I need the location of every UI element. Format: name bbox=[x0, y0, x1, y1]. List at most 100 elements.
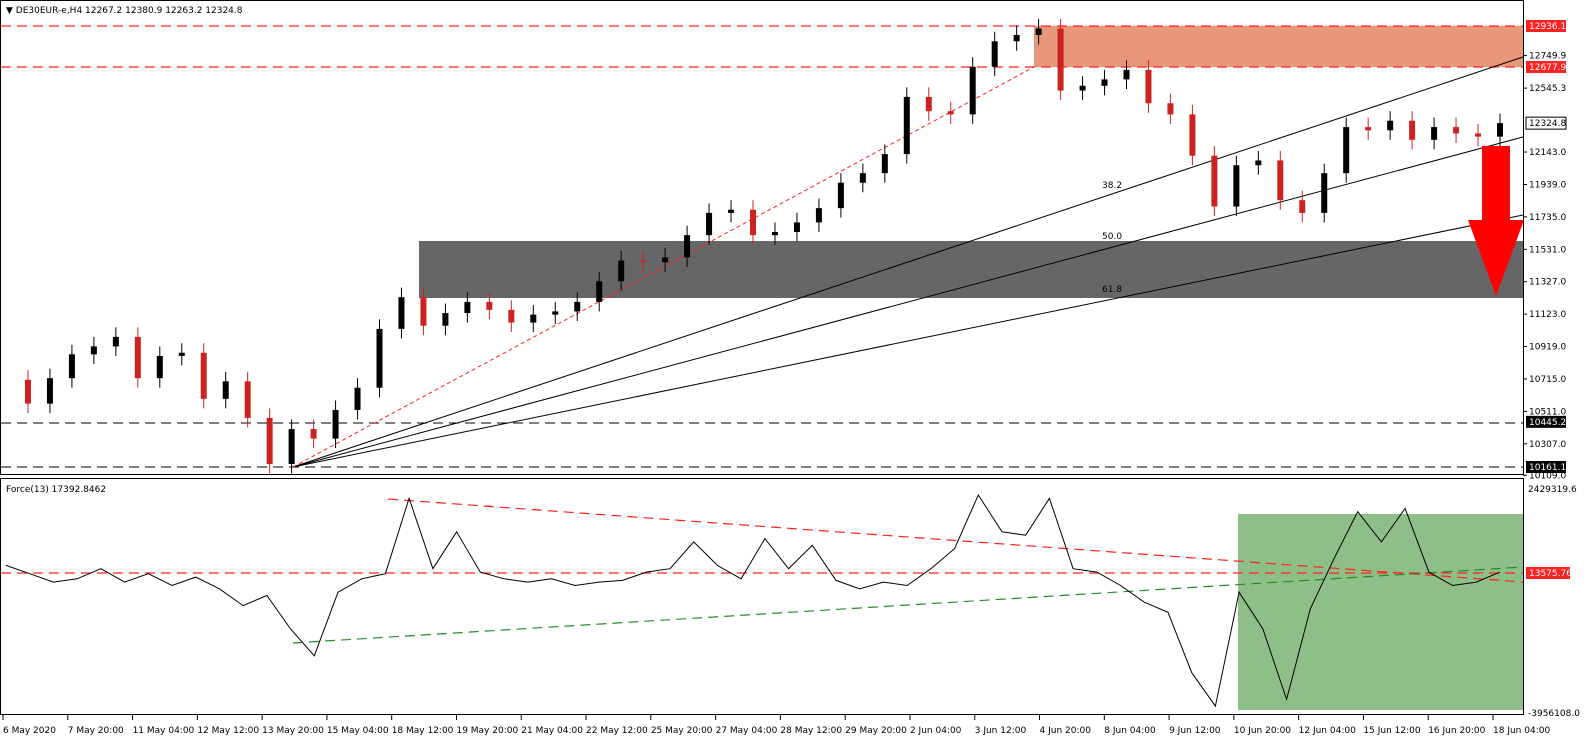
candle-body bbox=[1255, 160, 1262, 166]
time-tick-label: 8 Jun 04:00 bbox=[1104, 726, 1156, 736]
price-tick-label: 10919.0 bbox=[1529, 343, 1566, 353]
level-badge bbox=[1526, 415, 1566, 428]
force-axis: 2429319.6 -3956108.0 13575.76 bbox=[1526, 485, 1580, 719]
candle-body bbox=[112, 336, 119, 347]
candle-body bbox=[1057, 28, 1064, 91]
candle-body bbox=[991, 41, 998, 67]
candle-body bbox=[420, 297, 427, 326]
price-tick-label: 11123.0 bbox=[1529, 310, 1566, 320]
level-badges: 12936.1 12677.9 10445.2 10161.1 12324.8 bbox=[1525, 20, 1567, 473]
bearish-arrow-icon bbox=[1468, 146, 1524, 296]
candle-body bbox=[1365, 127, 1372, 131]
candle-body bbox=[903, 96, 910, 155]
candle-body bbox=[376, 328, 383, 388]
time-tick-label: 15 Jun 12:00 bbox=[1363, 726, 1420, 736]
candle-body bbox=[574, 301, 581, 312]
candle-body bbox=[1145, 69, 1152, 104]
candle-body bbox=[1277, 160, 1284, 201]
candle-body bbox=[24, 379, 31, 404]
candle-body bbox=[1013, 34, 1020, 42]
candle-body bbox=[881, 154, 888, 174]
candle-body bbox=[530, 314, 537, 323]
candle-body bbox=[837, 182, 844, 209]
fan-line-61 bbox=[292, 214, 1524, 468]
force-line bbox=[5, 493, 1501, 708]
price-tick-label: 11939.0 bbox=[1529, 180, 1566, 190]
time-tick-label: 28 May 12:00 bbox=[780, 726, 842, 736]
level-badge-label: 10445.2 bbox=[1529, 418, 1566, 428]
level-badge bbox=[1526, 61, 1566, 74]
candle-body bbox=[1497, 123, 1503, 137]
candle-body bbox=[244, 381, 251, 418]
price-panel bbox=[0, 0, 1524, 475]
price-tick-label: 12545.3 bbox=[1529, 84, 1566, 94]
candle-body bbox=[596, 281, 603, 302]
candle-body bbox=[1431, 127, 1438, 140]
force-title: Force(13) 17392.8462 bbox=[6, 485, 106, 495]
force-green-trendline bbox=[292, 566, 1524, 644]
fib-label-38: 38.2 bbox=[1102, 181, 1122, 191]
candle-body bbox=[750, 209, 756, 236]
level-badge-label: 10161.1 bbox=[1529, 463, 1566, 473]
fib-label-50: 50.0 bbox=[1102, 232, 1122, 242]
horizontal-levels bbox=[1, 25, 1523, 574]
current-price-label: 12324.8 bbox=[1529, 119, 1566, 129]
candle-body bbox=[508, 309, 515, 323]
time-tick-label: 21 May 04:00 bbox=[521, 726, 583, 736]
time-tick-label: 7 May 20:00 bbox=[68, 726, 124, 736]
candle-body bbox=[640, 260, 647, 263]
candle-body bbox=[310, 429, 317, 439]
candle-body bbox=[1167, 103, 1174, 115]
candle-body bbox=[46, 378, 53, 404]
force-level-label: 13575.76 bbox=[1529, 569, 1572, 579]
force-axis-top: 2429319.6 bbox=[1528, 485, 1577, 495]
candle-body bbox=[332, 409, 339, 439]
candle-body bbox=[1123, 69, 1130, 80]
support-zone bbox=[419, 241, 1523, 298]
price-tick-label: 12143.0 bbox=[1529, 148, 1566, 158]
fan-line-50 bbox=[292, 136, 1524, 468]
candle-body bbox=[859, 173, 866, 183]
price-tick-label: 10511.0 bbox=[1529, 407, 1566, 417]
time-tick-label: 18 Jun 04:00 bbox=[1493, 726, 1550, 736]
candle-body bbox=[200, 352, 207, 399]
fan-baseline bbox=[292, 66, 1035, 468]
time-tick-label: 13 May 20:00 bbox=[262, 726, 324, 736]
candle-body bbox=[1387, 120, 1394, 131]
time-tick-label: 4 Jun 20:00 bbox=[1040, 726, 1092, 736]
candle-body bbox=[925, 96, 932, 112]
time-tick-label: 11 May 04:00 bbox=[133, 726, 195, 736]
time-tick-label: 2 Jun 04:00 bbox=[910, 726, 962, 736]
level-badge-label: 12677.9 bbox=[1529, 63, 1566, 73]
candle-body bbox=[947, 111, 954, 115]
candle-body bbox=[222, 381, 229, 399]
time-tick-label: 18 May 12:00 bbox=[392, 726, 454, 736]
force-axis-bottom: -3956108.0 bbox=[1528, 709, 1580, 719]
current-price-badge bbox=[1525, 116, 1567, 130]
candle-body bbox=[1101, 79, 1108, 86]
level-badge bbox=[1526, 461, 1566, 473]
candle-body bbox=[1189, 114, 1196, 156]
candle-body bbox=[354, 387, 361, 410]
candle-body bbox=[662, 257, 669, 263]
candle-body bbox=[464, 301, 471, 314]
time-tick-label: 22 May 12:00 bbox=[586, 726, 648, 736]
candle-body bbox=[178, 352, 185, 356]
time-tick-label: 16 Jun 20:00 bbox=[1428, 726, 1485, 736]
candle-body bbox=[442, 313, 449, 326]
resistance-zone bbox=[1034, 26, 1523, 67]
candle-body bbox=[771, 231, 778, 236]
time-tick-label: 10 Jun 20:00 bbox=[1234, 726, 1291, 736]
candle-body bbox=[68, 354, 75, 379]
time-tick-label: 27 May 04:00 bbox=[716, 726, 778, 736]
candle-body bbox=[288, 429, 295, 464]
time-axis: 6 May 2020 7 May 20:00 11 May 04:00 12 May … bbox=[2, 715, 1550, 736]
time-tick-label: 6 May 2020 bbox=[3, 726, 56, 736]
price-tick-label: 11531.0 bbox=[1529, 245, 1566, 255]
candle-body bbox=[266, 417, 273, 464]
candle-body bbox=[706, 212, 713, 236]
force-level-badge bbox=[1526, 567, 1570, 579]
force-red-trendline bbox=[387, 498, 1524, 583]
time-tick-label: 12 May 12:00 bbox=[197, 726, 259, 736]
